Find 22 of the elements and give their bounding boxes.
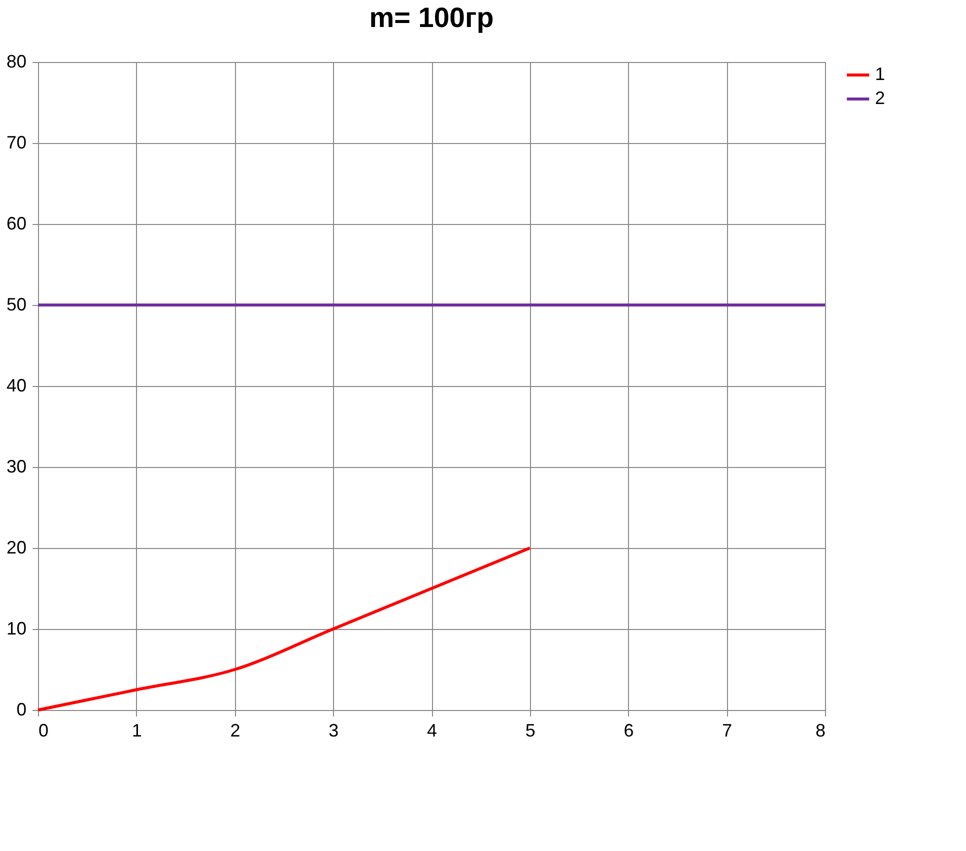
y-tick-label: 30	[6, 456, 26, 476]
y-tick-label: 60	[6, 214, 26, 234]
y-tick-label: 0	[16, 700, 26, 720]
y-tick-label: 70	[6, 132, 26, 152]
y-tick-label: 50	[6, 294, 26, 314]
line-series	[36, 546, 532, 712]
x-tick-label: 4	[426, 720, 438, 740]
chart-title: m= 100гр	[369, 2, 494, 33]
legend-label: 2	[875, 88, 886, 108]
y-tick-label: 20	[6, 538, 26, 558]
x-tick-label: 5	[525, 720, 536, 740]
x-tick-label: 1	[132, 720, 142, 740]
x-tick-label: 6	[624, 720, 634, 740]
y-tick-label: 40	[6, 376, 26, 396]
y-tick-label: 80	[6, 52, 26, 72]
legend-label: 1	[875, 64, 886, 84]
x-tick-label: 3	[328, 720, 339, 740]
x-tick-label: 0	[38, 720, 49, 740]
y-tick-label: 10	[6, 618, 26, 638]
x-tick-label: 8	[815, 720, 826, 740]
x-tick-label: 2	[230, 720, 240, 740]
x-tick-label: 7	[722, 720, 732, 740]
